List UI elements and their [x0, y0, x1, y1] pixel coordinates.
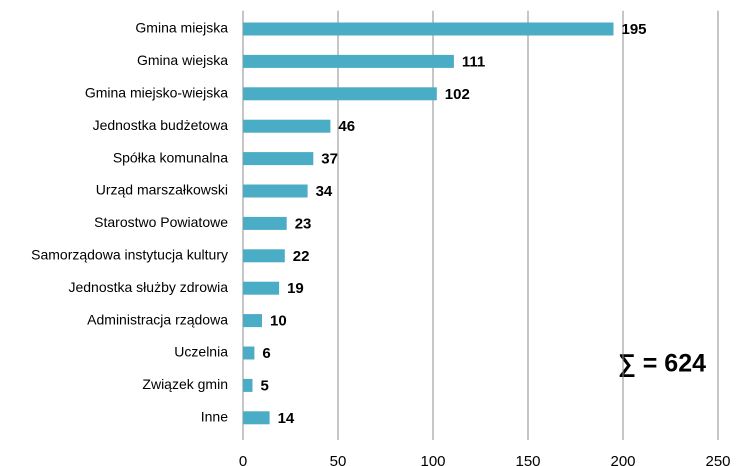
y-tick-label: Gmina wiejska — [137, 52, 228, 68]
y-tick-label: Inne — [201, 409, 228, 425]
bar — [243, 314, 262, 328]
value-label: 6 — [262, 345, 270, 362]
x-tick-label: 250 — [705, 453, 730, 466]
value-label: 19 — [287, 280, 304, 297]
x-tick-label: 50 — [330, 453, 347, 466]
bar — [243, 22, 614, 36]
y-tick-label: Uczelnia — [174, 344, 228, 360]
value-label: 37 — [321, 151, 338, 168]
value-label: 10 — [270, 313, 287, 330]
y-tick-label: Jednostka budżetowa — [93, 117, 229, 133]
bar — [243, 87, 437, 101]
y-tick-label: Samorządowa instytucja kultury — [31, 247, 228, 263]
y-tick-label: Administracja rządowa — [87, 311, 228, 327]
bar — [243, 119, 331, 133]
x-tick-label: 100 — [420, 453, 445, 466]
value-label: 34 — [316, 183, 333, 200]
bar — [243, 184, 308, 198]
value-label: 22 — [293, 248, 310, 265]
bar — [243, 346, 255, 360]
x-tick-label: 0 — [239, 453, 247, 466]
bar — [243, 281, 280, 295]
value-label: 14 — [278, 410, 295, 427]
x-tick-label: 150 — [515, 453, 540, 466]
y-tick-label: Gmina miejska — [135, 20, 228, 36]
bar — [243, 54, 454, 68]
bar — [243, 411, 270, 425]
y-tick-label: Spółka komunalna — [113, 149, 228, 165]
value-label: 195 — [622, 21, 647, 38]
value-label: 102 — [445, 86, 470, 103]
bar — [243, 249, 285, 263]
y-tick-label: Starostwo Powiatowe — [94, 214, 228, 230]
y-tick-label: Związek gmin — [142, 376, 228, 392]
value-label: 111 — [462, 53, 485, 70]
y-tick-label: Urząd marszałkowski — [96, 182, 228, 198]
bar — [243, 378, 253, 392]
y-tick-label: Jednostka służby zdrowia — [68, 279, 228, 295]
value-label: 46 — [338, 118, 355, 135]
value-label: 23 — [295, 215, 312, 232]
bar — [243, 152, 314, 166]
bar — [243, 216, 287, 230]
value-label: 5 — [261, 377, 269, 394]
y-tick-label: Gmina miejsko-wiejska — [85, 85, 228, 101]
annotation: ∑ = 624 — [618, 350, 706, 378]
x-tick-label: 200 — [610, 453, 635, 466]
